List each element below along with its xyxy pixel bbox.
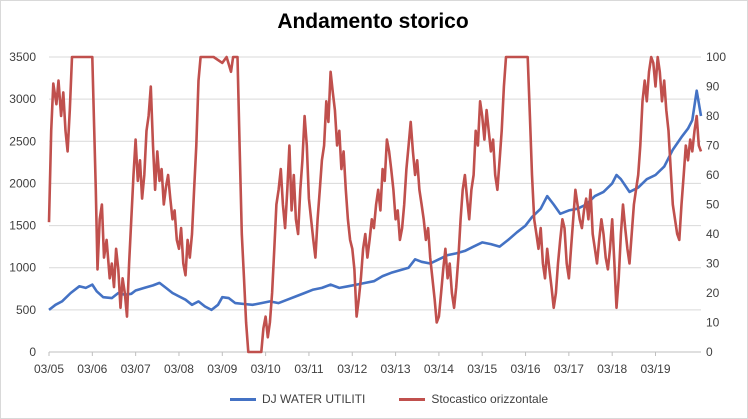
right-axis-ticks: 0 10 20 30 40 50 60 70 80 90 100 [706, 50, 726, 359]
y-right-tick-label: 80 [706, 109, 720, 123]
x-tick-label: 03/08 [164, 362, 194, 376]
legend-item-stocastico: Stocastico orizzontale [399, 392, 548, 406]
y-left-tick-label: 1000 [9, 261, 36, 275]
x-tick-label: 03/07 [121, 362, 151, 376]
x-tick-label: 03/09 [207, 362, 237, 376]
x-tick-label: 03/11 [294, 362, 323, 376]
y-right-tick-label: 30 [706, 257, 720, 271]
y-right-tick-label: 10 [706, 316, 720, 330]
y-right-tick-label: 90 [706, 80, 720, 94]
chart-title: Andamento storico [277, 10, 469, 33]
x-tick-label: 03/05 [34, 362, 64, 376]
y-right-tick-label: 70 [706, 139, 720, 153]
y-right-tick-label: 60 [706, 168, 720, 182]
legend-swatch-stocastico [399, 397, 426, 401]
legend-label-stocastico: Stocastico orizzontale [431, 392, 549, 406]
series-line-dj-water [48, 89, 703, 312]
y-left-tick-label: 3000 [9, 92, 36, 106]
x-tick-label: 03/19 [640, 362, 670, 376]
series-line-stocastico [47, 55, 703, 354]
legend: DJ WATER UTILITI Stocastico orizzontale [230, 392, 582, 406]
y-left-tick-label: 2000 [9, 176, 36, 190]
x-tick-label: 03/12 [337, 362, 367, 376]
legend-swatch-dj-water [230, 397, 256, 401]
x-tick-label: 03/16 [511, 362, 541, 376]
left-axis-ticks: 0 500 1000 1500 2000 2500 3000 3500 [9, 50, 36, 359]
x-tick-label: 03/18 [597, 362, 627, 376]
y-right-tick-label: 100 [706, 50, 726, 64]
y-left-tick-label: 1500 [9, 219, 36, 233]
y-right-tick-label: 20 [706, 286, 720, 300]
y-left-tick-label: 0 [29, 345, 36, 359]
y-left-tick-label: 2500 [9, 134, 36, 148]
series-lines [47, 55, 703, 354]
y-left-tick-label: 3500 [9, 50, 36, 64]
y-left-tick-label: 500 [16, 303, 36, 317]
legend-item-dj-water: DJ WATER UTILITI [230, 392, 365, 406]
y-right-tick-label: 50 [706, 198, 720, 212]
x-tick-label: 03/15 [467, 362, 497, 376]
legend-label-dj-water: DJ WATER UTILITI [262, 392, 366, 406]
x-tick-label: 03/13 [381, 362, 411, 376]
x-tick-label: 03/14 [424, 362, 454, 376]
y-right-tick-label: 40 [706, 227, 720, 241]
y-right-tick-label: 0 [706, 345, 713, 359]
x-tick-label: 03/10 [251, 362, 281, 376]
x-tick-label: 03/17 [554, 362, 584, 376]
x-tick-label: 03/06 [77, 362, 107, 376]
x-axis-ticks: 03/05 03/06 03/07 03/08 03/09 03/10 03/11 03/12… [34, 351, 701, 376]
